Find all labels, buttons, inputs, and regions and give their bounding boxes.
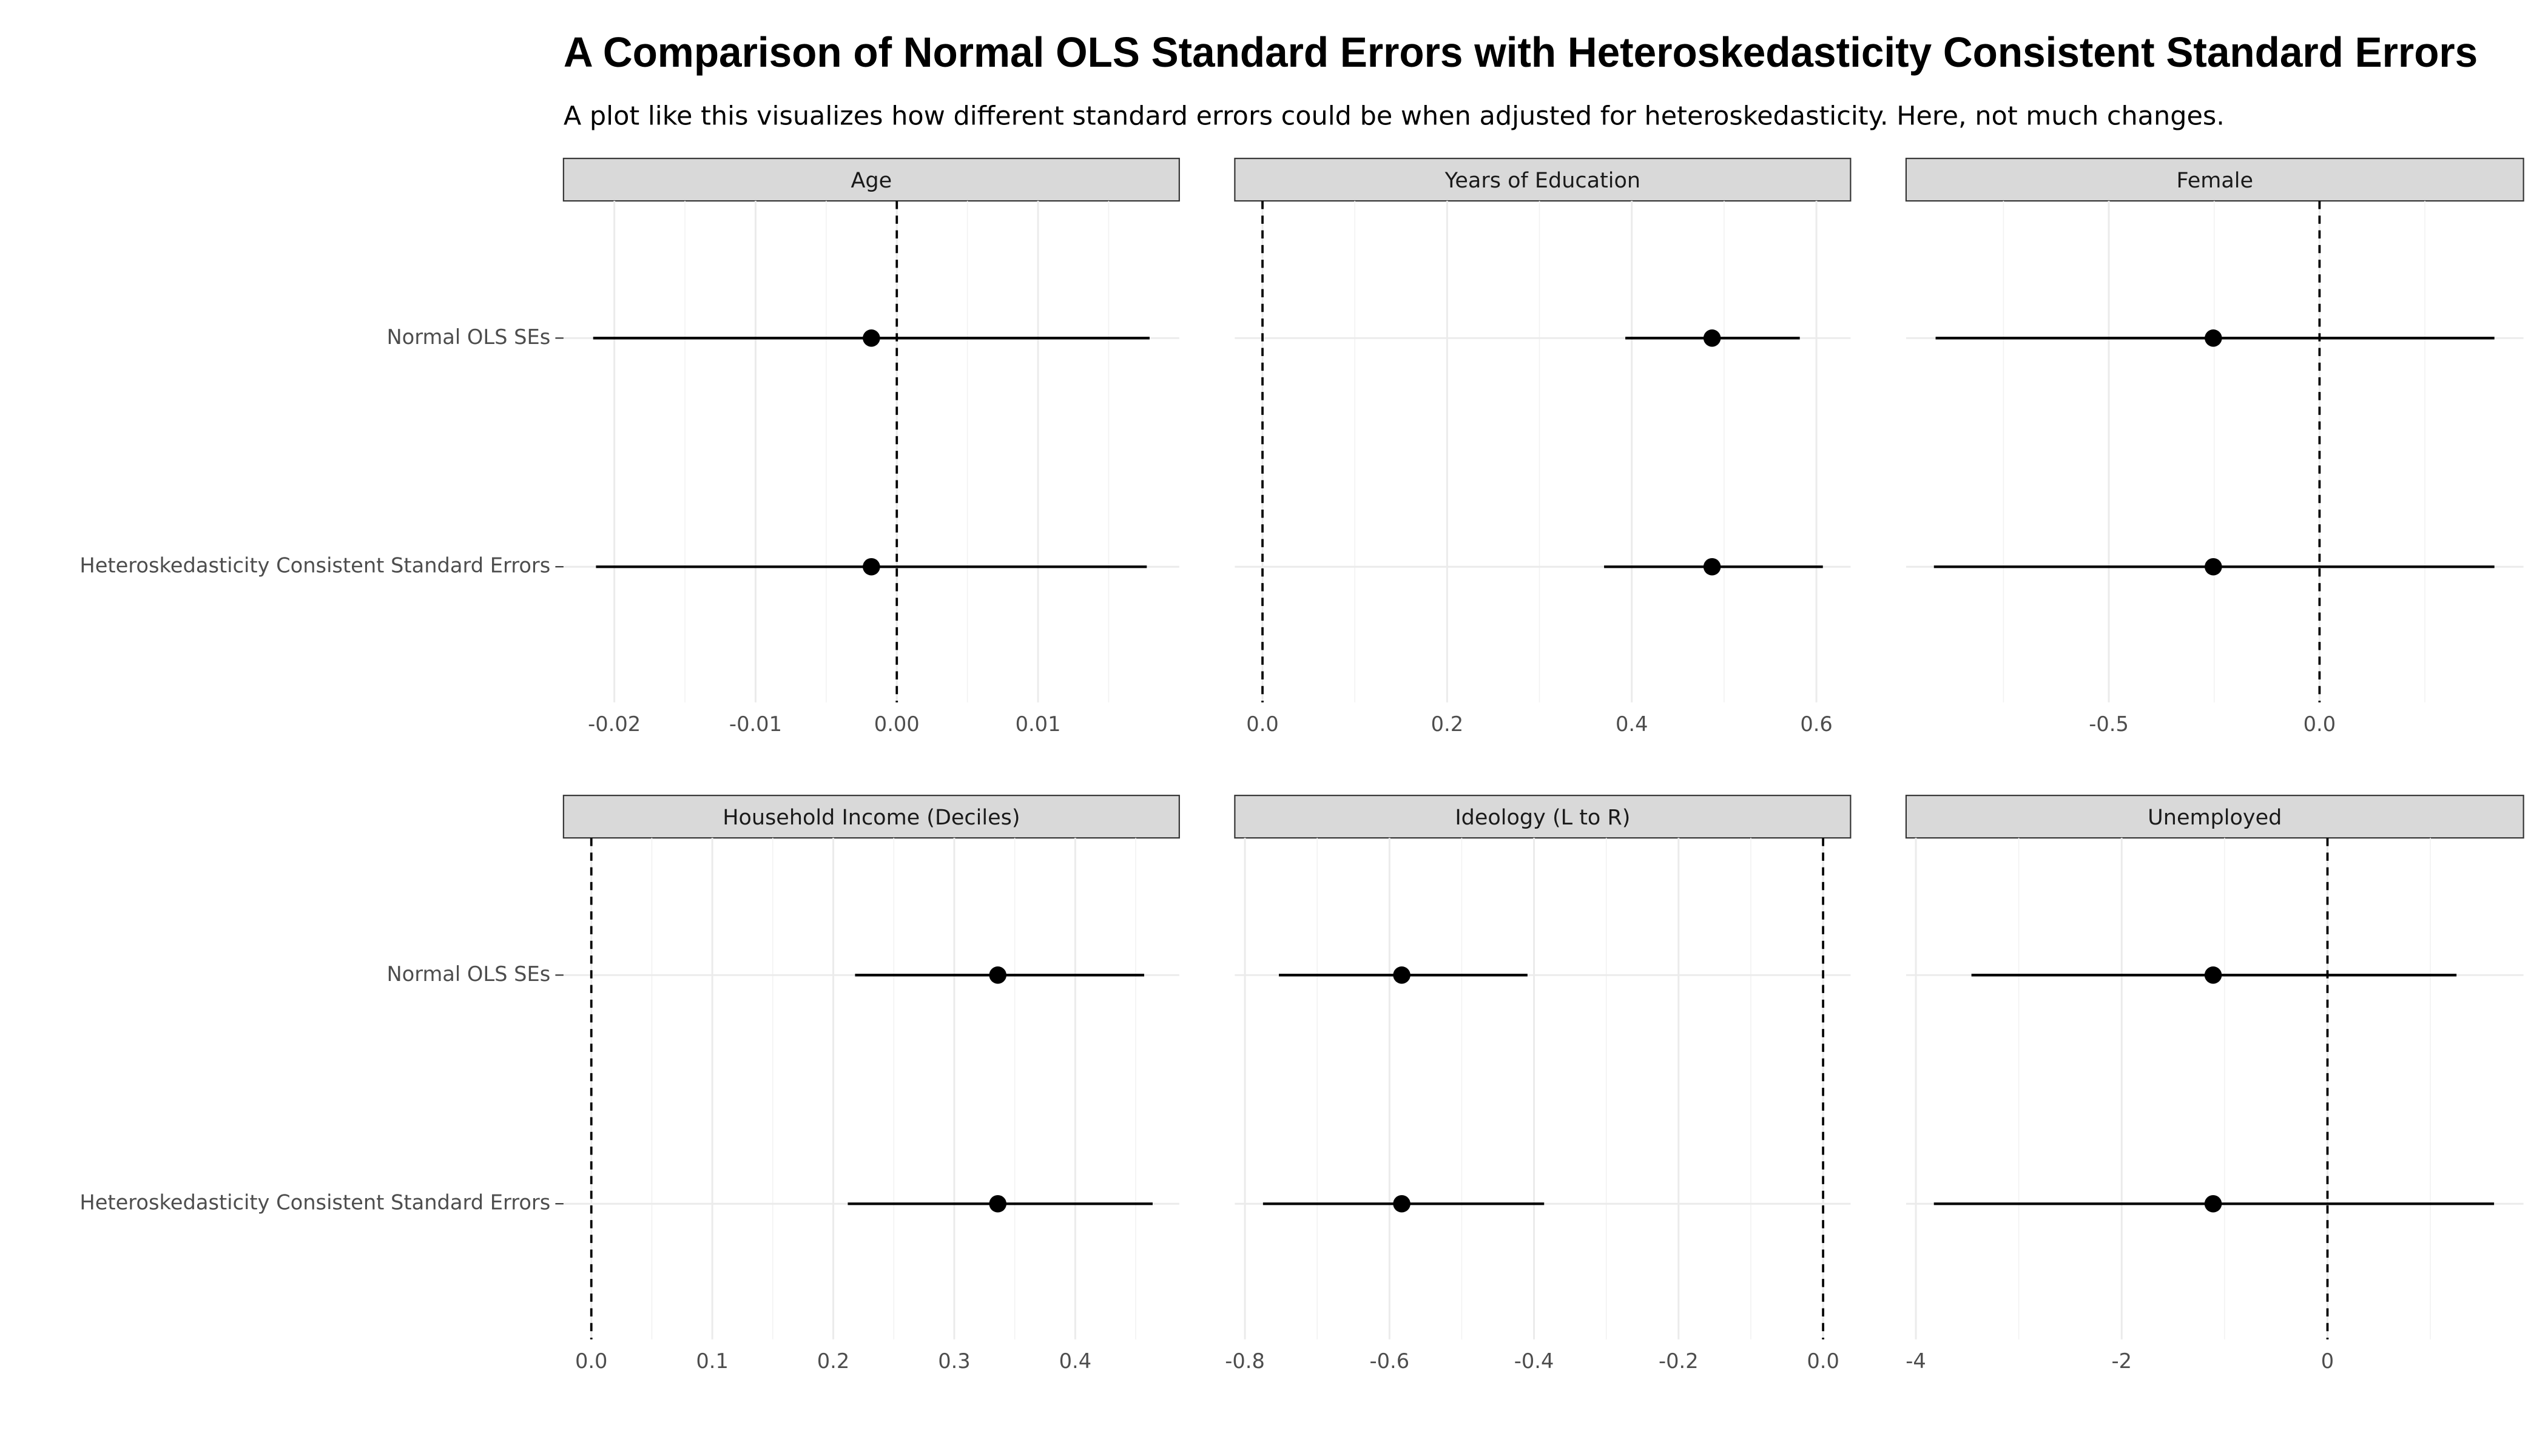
panel-strip — [1234, 158, 1852, 202]
x-tick-label: 0.0 — [2304, 712, 2336, 736]
panel-title: Age — [851, 169, 892, 193]
x-tick-label: 0.3 — [938, 1349, 971, 1373]
panel-title: Ideology (L to R) — [1455, 806, 1630, 830]
estimate-point — [2205, 558, 2222, 576]
x-tick-label: 0.0 — [575, 1349, 608, 1373]
x-tick-label: 0.00 — [874, 712, 920, 736]
x-tick-label: 0.2 — [817, 1349, 850, 1373]
panel-title: Years of Education — [1444, 169, 1640, 193]
x-tick-label: -0.2 — [1659, 1349, 1699, 1373]
estimate-point — [863, 329, 880, 347]
x-tick-label: 0.6 — [1800, 712, 1833, 736]
x-tick-label: -0.01 — [729, 712, 782, 736]
panel-strip — [1905, 158, 2524, 202]
estimate-point — [1703, 558, 1721, 576]
y-tick-label: Normal OLS SEs — [386, 962, 550, 986]
estimate-point — [1393, 1195, 1410, 1213]
x-tick-label: -0.5 — [2089, 712, 2129, 736]
x-tick-label: 0.0 — [1807, 1349, 1839, 1373]
estimate-point — [2204, 966, 2222, 984]
panel-strip — [1234, 795, 1852, 839]
x-tick-label: 0.1 — [696, 1349, 729, 1373]
panel-strip — [562, 158, 1180, 202]
x-tick-label: 0 — [2321, 1349, 2334, 1373]
x-tick-label: -0.02 — [588, 712, 641, 736]
panel-strip — [1905, 795, 2524, 839]
y-tick-label: Heteroskedasticity Consistent Standard E… — [79, 1191, 550, 1215]
chart-title: A Comparison of Normal OLS Standard Erro… — [564, 29, 2478, 76]
y-tick-label: Heteroskedasticity Consistent Standard E… — [79, 554, 550, 578]
x-tick-label: -2 — [2111, 1349, 2132, 1373]
estimate-point — [1393, 966, 1410, 984]
x-tick-label: 0.4 — [1059, 1349, 1092, 1373]
x-tick-label: -0.8 — [1225, 1349, 1265, 1373]
x-tick-label: -0.4 — [1514, 1349, 1554, 1373]
estimate-point — [1703, 329, 1721, 347]
x-tick-label: 0.0 — [1246, 712, 1279, 736]
estimate-point — [2204, 1195, 2222, 1213]
chart-subtitle: A plot like this visualizes how differen… — [564, 101, 2225, 131]
estimate-point — [989, 966, 1007, 984]
x-tick-label: 0.01 — [1016, 712, 1061, 736]
estimate-point — [989, 1195, 1007, 1213]
x-tick-label: 0.4 — [1616, 712, 1648, 736]
panel-title: Unemployed — [2148, 806, 2282, 830]
estimate-point — [2205, 329, 2222, 347]
panel-title: Female — [2177, 169, 2254, 193]
panel-strip — [562, 795, 1180, 839]
panel-title: Household Income (Deciles) — [723, 806, 1020, 830]
estimate-point — [863, 558, 880, 576]
x-tick-label: -4 — [1906, 1349, 1926, 1373]
x-tick-label: -0.6 — [1370, 1349, 1410, 1373]
y-tick-label: Normal OLS SEs — [386, 325, 550, 349]
x-tick-label: 0.2 — [1431, 712, 1464, 736]
